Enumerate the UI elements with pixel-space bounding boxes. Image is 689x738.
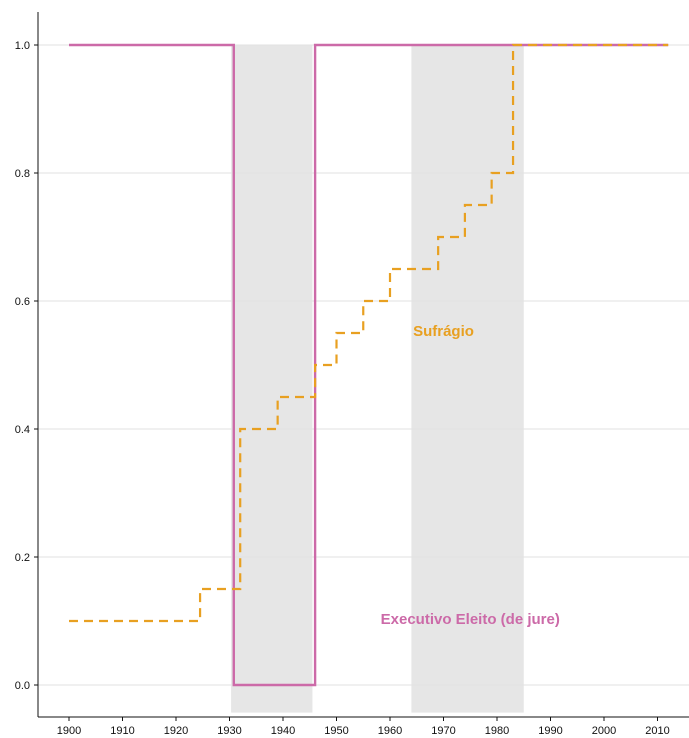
x-tick-label-1930: 1930 [217,725,241,737]
series-line-sufragio [69,43,669,623]
series-line-executivo [69,43,669,687]
x-tick-label-2010: 2010 [645,725,669,737]
tick-labels: 0.0 0.2 0.4 0.6 0.8 1.0 1900 1910 1920 1930 1940 19… [15,40,670,737]
x-tick-label-1910: 1910 [110,725,134,737]
shaded-period-0 [231,45,313,713]
axes [37,12,689,718]
shaded-period-1 [411,45,524,713]
y-tick-label-1.0: 1.0 [15,40,30,52]
shaded-periods [231,45,524,713]
y-tick-label-0.4: 0.4 [15,424,30,436]
y-tick-label-0.0: 0.0 [15,680,30,692]
annotation-sufragio: Sufrágio [413,323,474,340]
annotation-executivo: Executivo Eleito (de jure) [381,611,560,628]
x-tick-label-1900: 1900 [57,725,81,737]
x-tick-label-2000: 2000 [592,725,616,737]
y-tick-label-0.6: 0.6 [15,296,30,308]
x-tick-label-1960: 1960 [378,725,402,737]
series-lines [69,43,669,687]
x-tick-label-1980: 1980 [485,725,509,737]
x-tick-label-1950: 1950 [324,725,348,737]
y-tick-label-0.8: 0.8 [15,168,30,180]
grid [38,44,689,686]
x-tick-label-1940: 1940 [271,725,295,737]
x-tick-label-1990: 1990 [538,725,562,737]
x-tick-label-1920: 1920 [164,725,188,737]
series-labels: Sufrágio Executivo Eleito (de jure) [381,323,560,628]
y-tick-label-0.2: 0.2 [15,552,30,564]
x-tick-label-1970: 1970 [431,725,455,737]
